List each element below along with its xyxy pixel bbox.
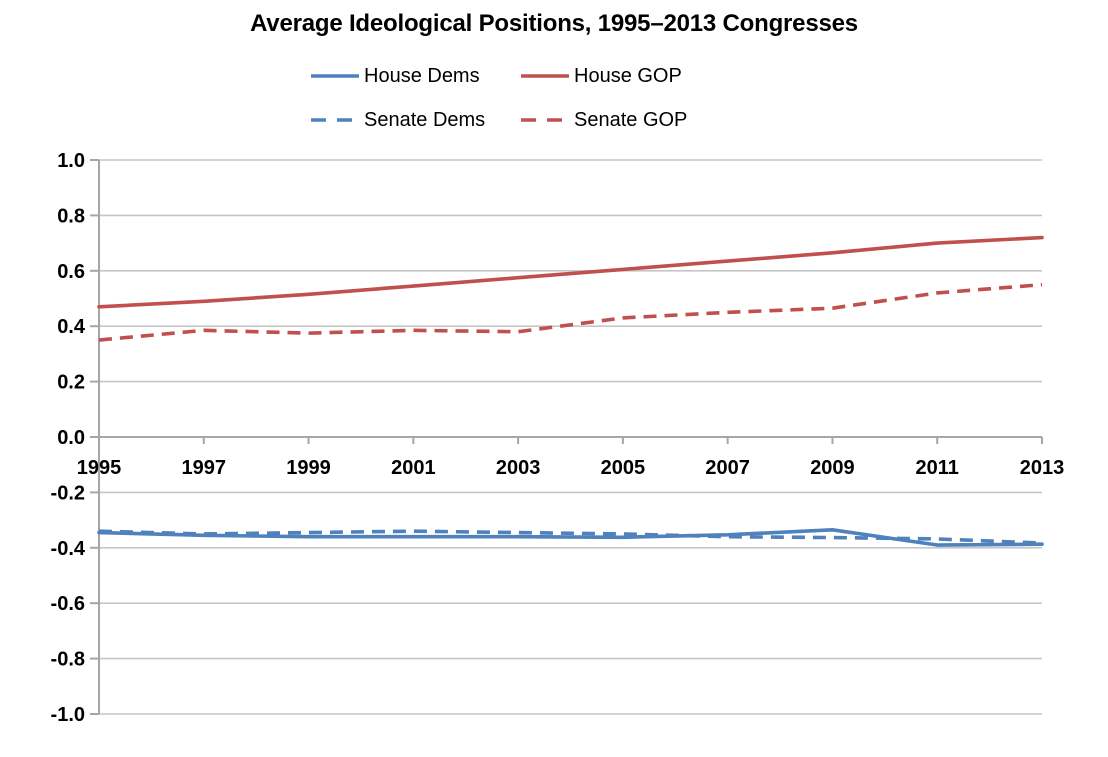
legend-label-senate-gop: Senate GOP <box>574 108 688 131</box>
legend-label-house-gop: House GOP <box>574 64 682 87</box>
x-tick-label: 2011 <box>916 457 959 479</box>
legend-item-house-dems: House Dems <box>311 65 480 87</box>
legend-label-senate-dems: Senate Dems <box>364 108 486 131</box>
line-solid-red-icon <box>521 74 569 78</box>
legend-item-house-gop: House GOP <box>521 65 682 87</box>
x-tick-label: 1995 <box>77 457 122 479</box>
y-tick-label: 0.4 <box>57 316 86 338</box>
x-tick-label: 1997 <box>182 457 227 479</box>
line-solid-blue-icon <box>311 74 359 78</box>
legend-item-senate-dems: Senate Dems <box>311 109 485 131</box>
x-tick-label: 2007 <box>705 457 750 479</box>
y-tick-label: -0.6 <box>51 593 85 615</box>
y-tick-label: 0.6 <box>57 261 85 283</box>
line-dashed-red-icon <box>521 118 569 122</box>
y-tick-label: -1.0 <box>51 704 85 726</box>
y-tick-label: -0.2 <box>51 482 85 504</box>
y-tick-label: 0.8 <box>57 205 85 227</box>
y-tick-label: -0.4 <box>51 538 86 560</box>
x-tick-label: 2005 <box>601 457 646 479</box>
series-line-house-gop <box>97 235 1044 309</box>
y-tick-label: 1.0 <box>57 150 85 172</box>
line-dashed-blue-icon <box>311 118 359 122</box>
series-line-senate-dems <box>98 529 1043 545</box>
y-tick-label: 0.2 <box>57 372 85 394</box>
y-tick-label: -0.8 <box>51 649 85 671</box>
x-tick-label: 1999 <box>286 457 331 479</box>
legend-item-senate-gop: Senate GOP <box>521 109 687 131</box>
x-tick-label: 2013 <box>1020 457 1065 479</box>
series-line-senate-gop <box>98 282 1043 342</box>
chart-title: Average Ideological Positions, 1995–2013… <box>250 10 858 37</box>
x-tick-label: 2009 <box>810 457 855 479</box>
y-tick-label: 0.0 <box>57 427 85 449</box>
x-tick-label: 2001 <box>391 457 436 479</box>
x-tick-label: 2003 <box>496 457 541 479</box>
legend-label-house-dems: House Dems <box>364 64 480 87</box>
